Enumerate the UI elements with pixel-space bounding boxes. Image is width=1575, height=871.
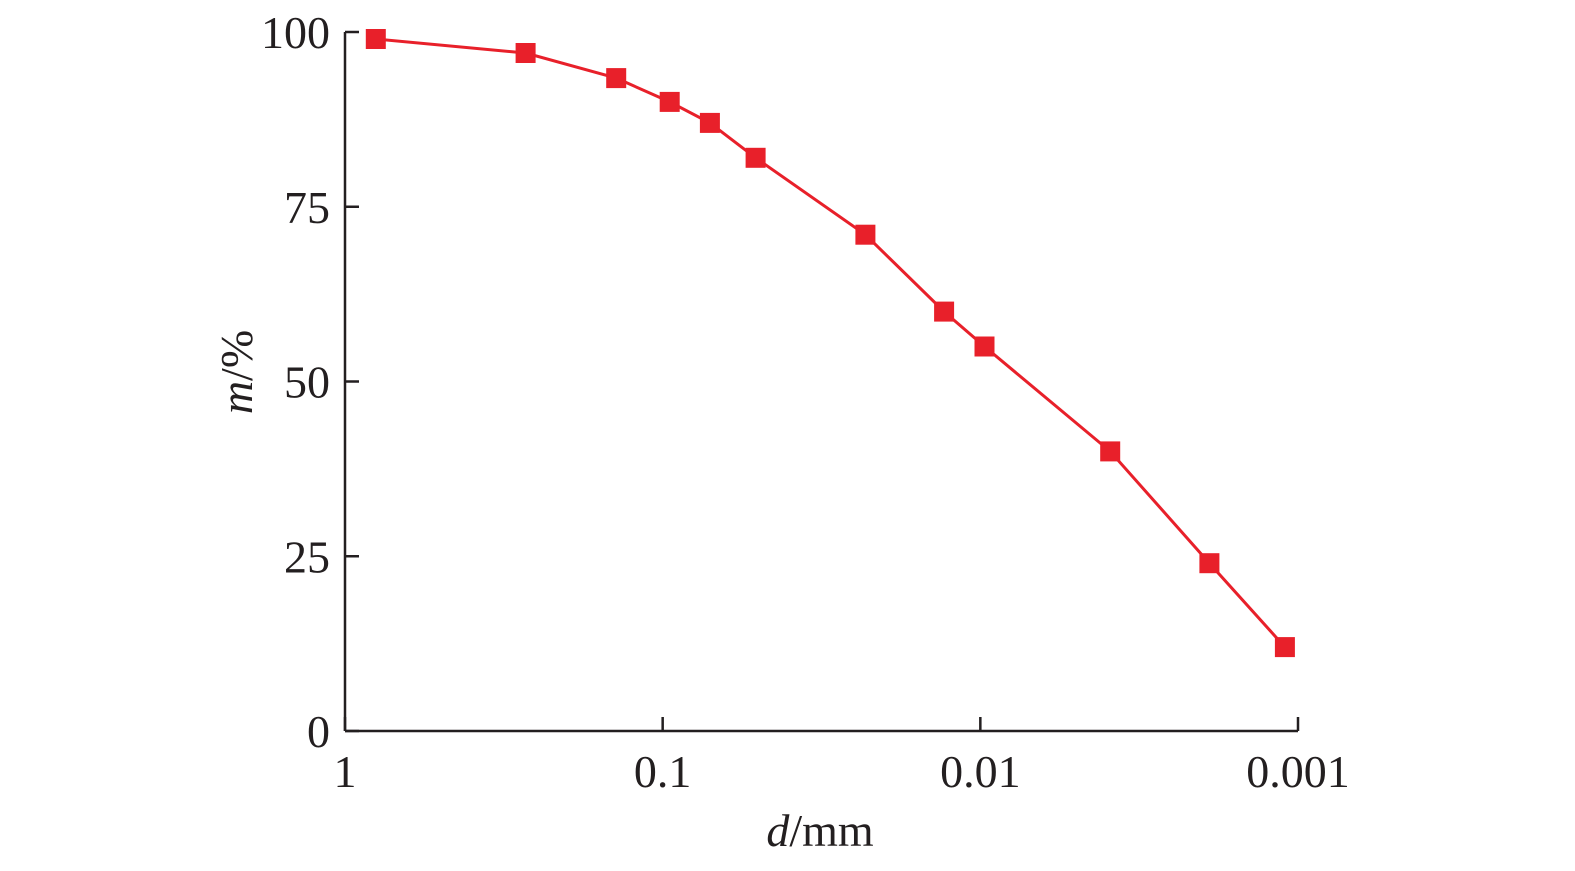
data-point-marker	[659, 91, 680, 112]
y-tick-label: 100	[261, 7, 330, 58]
axes	[343, 32, 1298, 733]
series-line	[375, 37, 1287, 649]
x-axis-variable: d	[766, 805, 790, 856]
data-point-marker	[855, 224, 876, 245]
x-ticks: 1 0.1 0.01 0.001	[334, 717, 1350, 797]
data-point-marker	[1274, 637, 1295, 658]
x-tick-label: 0.001	[1246, 746, 1350, 797]
data-point-marker	[515, 43, 536, 63]
series-layer	[365, 29, 1295, 658]
y-tick-label: 0	[307, 706, 330, 757]
data-point-marker	[699, 112, 720, 133]
y-axis-variable: m	[211, 381, 262, 414]
data-point-marker	[934, 301, 955, 322]
y-tick-label: 50	[284, 357, 330, 408]
x-axis-title: d/mm	[766, 805, 874, 856]
y-tick-label: 25	[284, 531, 330, 582]
data-point-marker	[1199, 553, 1220, 574]
x-tick-label: 1	[334, 746, 357, 797]
data-point-marker	[365, 29, 386, 49]
x-tick-label: 0.01	[940, 746, 1021, 797]
data-point-marker	[745, 147, 766, 168]
data-point-marker	[1100, 441, 1121, 462]
y-axis-title: m/%	[211, 330, 262, 414]
y-tick-label: 75	[284, 182, 330, 233]
x-tick-label: 0.1	[634, 746, 692, 797]
data-point-marker	[606, 68, 627, 89]
data-point-marker	[974, 336, 995, 357]
x-axis-unit: /mm	[789, 805, 874, 856]
y-axis-unit: /%	[211, 330, 262, 381]
y-ticks: 0 25 50 75 100	[261, 7, 359, 757]
